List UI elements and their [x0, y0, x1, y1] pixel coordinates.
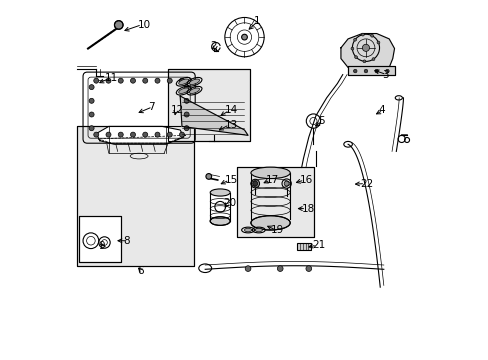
Text: 9: 9	[98, 241, 104, 251]
Text: 18: 18	[301, 203, 314, 213]
Bar	[77, 126, 194, 266]
Ellipse shape	[255, 228, 262, 232]
Circle shape	[385, 69, 388, 73]
Text: 16: 16	[299, 175, 312, 185]
Circle shape	[184, 98, 189, 103]
Ellipse shape	[189, 79, 199, 85]
Ellipse shape	[244, 228, 251, 232]
Ellipse shape	[210, 189, 230, 196]
Ellipse shape	[189, 88, 199, 93]
Bar	[347, 66, 394, 75]
Text: 4: 4	[378, 105, 384, 115]
Circle shape	[167, 132, 172, 137]
Circle shape	[106, 78, 111, 83]
Ellipse shape	[178, 88, 188, 93]
Text: 21: 21	[312, 240, 325, 250]
Circle shape	[118, 132, 123, 137]
Text: 19: 19	[271, 225, 284, 235]
Text: 7: 7	[148, 102, 154, 112]
Circle shape	[184, 112, 189, 117]
Bar	[347, 66, 394, 75]
Circle shape	[350, 47, 353, 50]
Circle shape	[89, 85, 94, 90]
Circle shape	[252, 181, 257, 186]
Circle shape	[130, 132, 135, 137]
Circle shape	[374, 69, 378, 73]
Circle shape	[361, 33, 364, 36]
Text: 1: 1	[253, 16, 260, 26]
Bar	[80, 216, 121, 262]
Circle shape	[155, 78, 160, 83]
Circle shape	[130, 78, 135, 83]
Circle shape	[89, 112, 94, 117]
Circle shape	[179, 132, 184, 137]
Circle shape	[114, 21, 123, 29]
Text: 10: 10	[137, 19, 150, 30]
Circle shape	[118, 78, 123, 83]
Text: 5: 5	[317, 116, 324, 126]
Text: 8: 8	[123, 236, 129, 246]
Circle shape	[370, 34, 373, 37]
Circle shape	[354, 56, 357, 59]
Bar	[237, 167, 313, 237]
Bar	[297, 243, 310, 250]
Circle shape	[142, 132, 147, 137]
Circle shape	[362, 44, 369, 51]
Circle shape	[94, 78, 99, 83]
Bar	[80, 216, 121, 262]
Ellipse shape	[250, 167, 290, 179]
Circle shape	[184, 85, 189, 90]
Bar	[167, 69, 249, 141]
Circle shape	[250, 179, 259, 188]
Text: 17: 17	[265, 175, 279, 185]
Circle shape	[364, 69, 367, 73]
Circle shape	[371, 58, 374, 60]
Text: 12: 12	[171, 105, 184, 115]
Bar	[237, 167, 313, 237]
Text: 6: 6	[137, 266, 143, 276]
Circle shape	[94, 132, 99, 137]
Circle shape	[205, 174, 211, 179]
Circle shape	[353, 38, 356, 41]
Circle shape	[241, 34, 247, 40]
Polygon shape	[96, 126, 183, 144]
Text: 15: 15	[224, 175, 238, 185]
Text: 13: 13	[224, 120, 238, 130]
Text: 3: 3	[381, 69, 388, 80]
Bar	[167, 69, 249, 141]
Circle shape	[184, 126, 189, 131]
Circle shape	[376, 41, 379, 44]
Ellipse shape	[210, 217, 230, 225]
Circle shape	[244, 266, 250, 271]
Circle shape	[106, 132, 111, 137]
Polygon shape	[180, 96, 247, 135]
Bar	[77, 126, 194, 266]
Circle shape	[284, 181, 288, 186]
Ellipse shape	[250, 216, 290, 230]
Circle shape	[353, 69, 356, 73]
Text: 2: 2	[210, 41, 217, 51]
Circle shape	[89, 126, 94, 131]
Text: 14: 14	[224, 105, 238, 115]
Circle shape	[167, 78, 172, 83]
Text: 22: 22	[360, 179, 373, 189]
Circle shape	[305, 266, 311, 271]
Circle shape	[179, 78, 184, 83]
Polygon shape	[340, 33, 394, 73]
Circle shape	[362, 60, 365, 63]
Ellipse shape	[178, 79, 188, 85]
Circle shape	[277, 266, 283, 271]
Circle shape	[89, 98, 94, 103]
Circle shape	[142, 78, 147, 83]
Text: 20: 20	[223, 198, 236, 208]
Text: 11: 11	[105, 73, 118, 83]
Circle shape	[155, 132, 160, 137]
